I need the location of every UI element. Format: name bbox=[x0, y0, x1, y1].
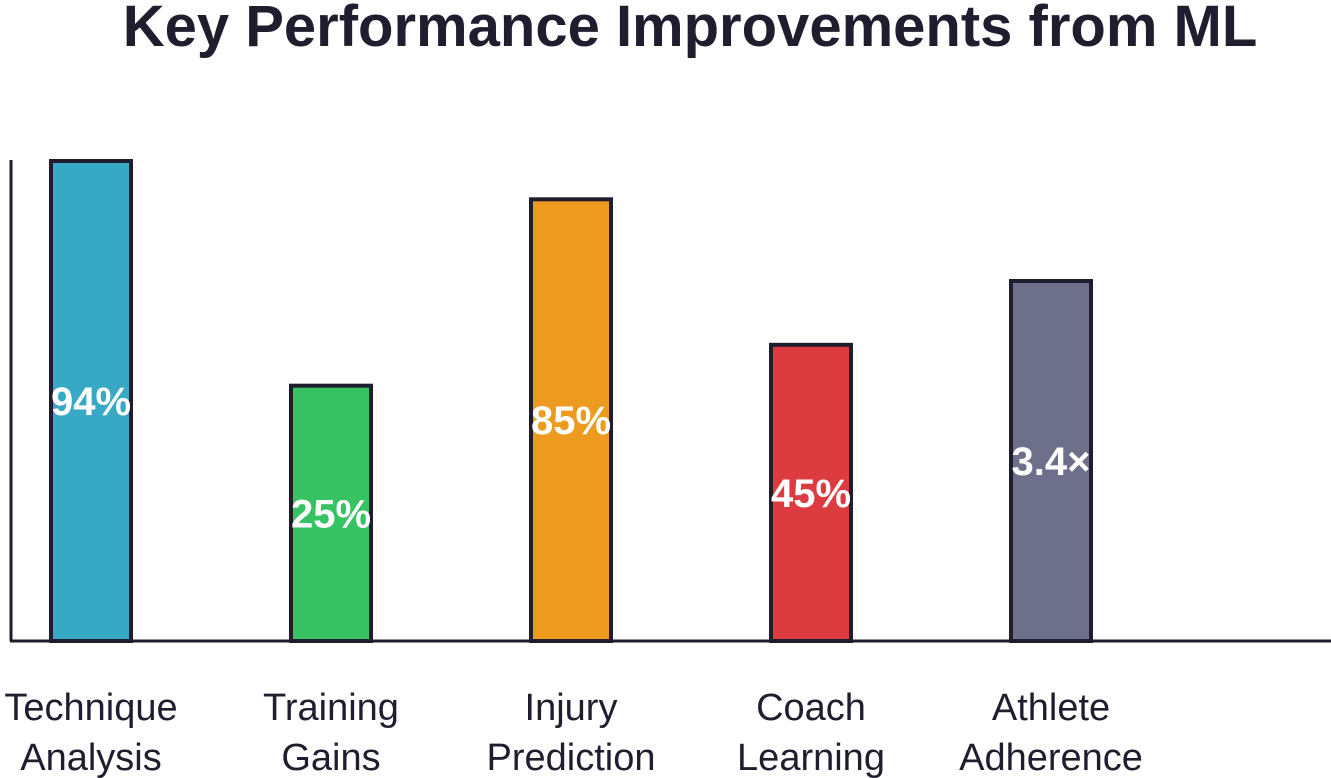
category-label-line: Analysis bbox=[20, 737, 162, 778]
category-label-4: Athlete Adherence bbox=[959, 687, 1143, 778]
bar-2 bbox=[529, 197, 613, 643]
category-labels-group: Technique Analysis Training Gains Injury Pred… bbox=[4, 687, 1143, 778]
category-label-line: Injury bbox=[525, 687, 618, 729]
category-label-2: Injury Prediction bbox=[487, 687, 656, 778]
bar-value-label-2: 85% bbox=[531, 399, 611, 443]
bar-0 bbox=[49, 159, 133, 643]
category-label-line: Athlete bbox=[992, 687, 1110, 729]
bar-value-label-3: 45% bbox=[771, 472, 851, 516]
bar-value-label-4: 3.4× bbox=[1012, 440, 1091, 484]
category-label-line: Prediction bbox=[487, 737, 656, 778]
category-label-0: Technique Analysis bbox=[4, 687, 177, 778]
category-label-3: Coach Learning bbox=[737, 687, 885, 778]
category-label-line: Coach bbox=[756, 687, 866, 729]
bar-value-label-1: 25% bbox=[291, 492, 371, 536]
category-label-line: Learning bbox=[737, 737, 885, 778]
bar-1 bbox=[289, 383, 373, 643]
bars-group bbox=[49, 159, 1093, 643]
category-label-1: Training Gains bbox=[263, 687, 399, 778]
bar-value-label-0: 94% bbox=[51, 380, 131, 424]
chart-title: Key Performance Improvements from ML bbox=[123, 0, 1258, 59]
category-label-line: Technique bbox=[4, 687, 177, 729]
category-label-line: Gains bbox=[281, 737, 380, 778]
category-label-line: Training bbox=[263, 687, 399, 729]
category-label-line: Adherence bbox=[959, 737, 1143, 778]
bar-3 bbox=[769, 342, 853, 643]
bar-labels-group: 94% 25% 85% 45% 3.4× bbox=[51, 380, 1091, 536]
bar-4 bbox=[1009, 279, 1093, 643]
